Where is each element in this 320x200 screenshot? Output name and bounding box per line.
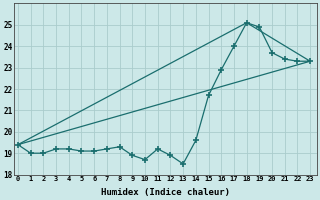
X-axis label: Humidex (Indice chaleur): Humidex (Indice chaleur) xyxy=(101,188,230,197)
